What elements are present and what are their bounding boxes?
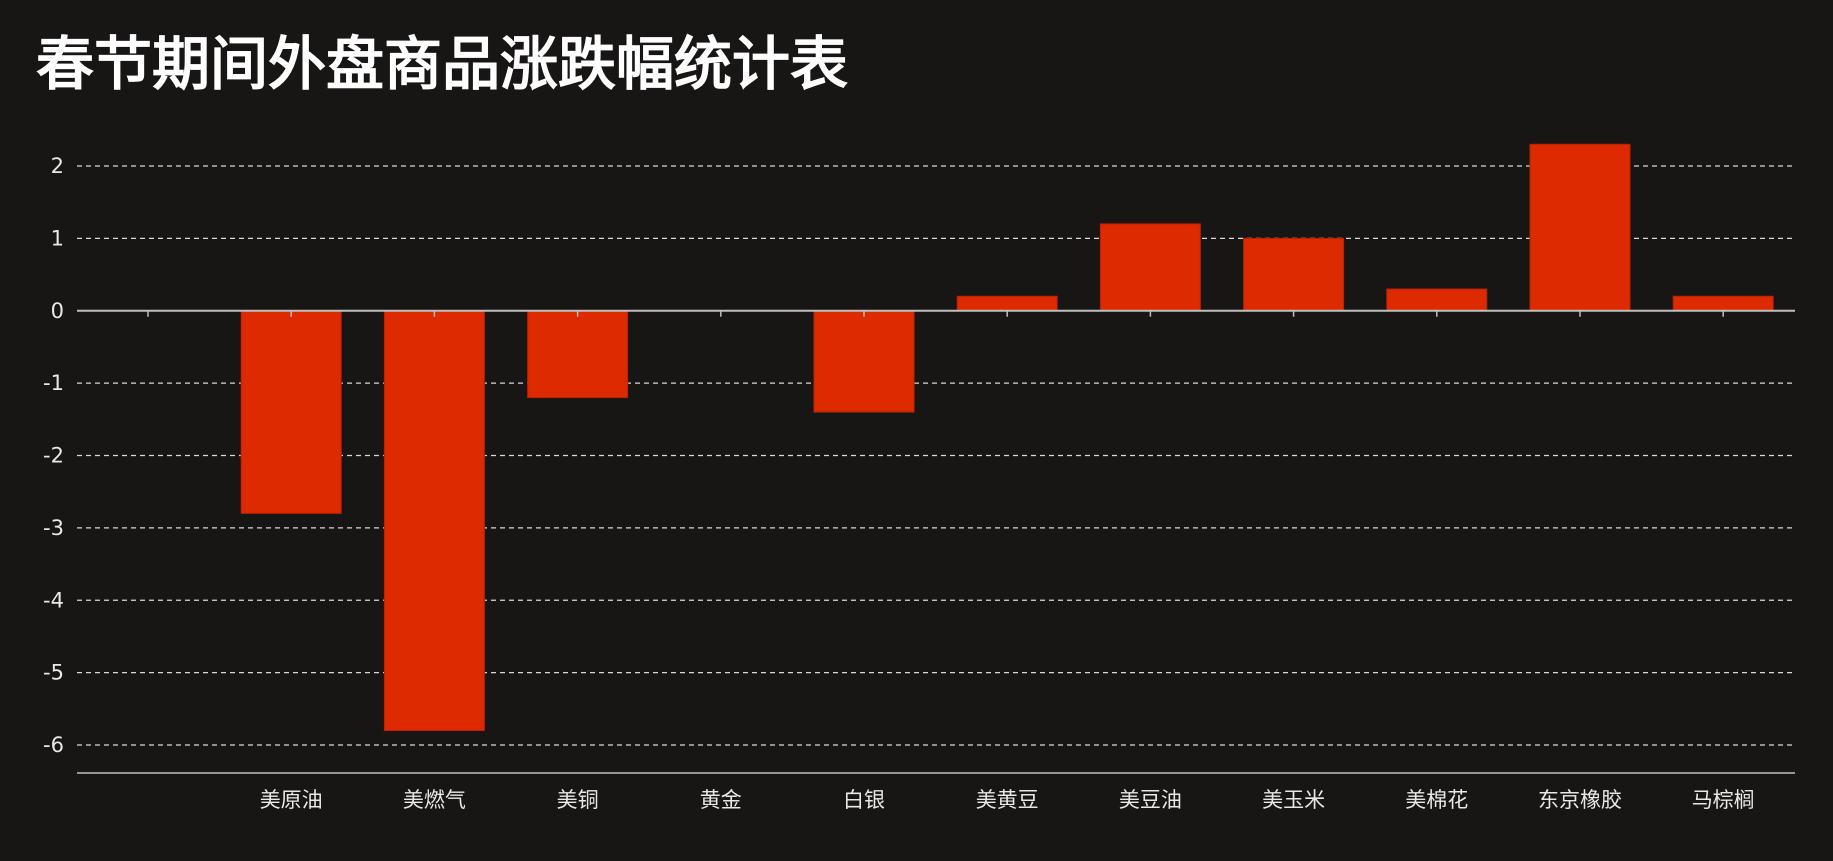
x-tick-label: 美玉米 bbox=[1262, 788, 1325, 812]
y-tick-labels: 2 1 0 -1 -2 -3 -4 -5 -6 bbox=[43, 154, 64, 757]
bar bbox=[240, 310, 342, 514]
x-tick-label: 美黄豆 bbox=[976, 788, 1039, 812]
bar bbox=[1099, 223, 1201, 312]
x-tick-label: 东京橡胶 bbox=[1538, 788, 1622, 812]
y-tick-label: -3 bbox=[43, 516, 64, 540]
grid-lines bbox=[77, 165, 1795, 746]
x-tick-label: 美铜 bbox=[557, 788, 599, 812]
x-tick-label: 美燃气 bbox=[403, 788, 466, 812]
y-tick-label: -5 bbox=[43, 661, 64, 685]
chart-title: 春节期间外盘商品涨跌幅统计表 bbox=[36, 30, 849, 98]
x-tick-label: 美原油 bbox=[260, 788, 323, 812]
bar bbox=[383, 310, 485, 732]
bars bbox=[240, 143, 1774, 732]
y-tick-label: 1 bbox=[51, 226, 64, 250]
y-tick-label: -1 bbox=[43, 371, 64, 395]
bar bbox=[1672, 295, 1774, 312]
bar bbox=[1529, 143, 1631, 312]
bar bbox=[527, 310, 629, 399]
y-tick-label: -2 bbox=[43, 444, 64, 468]
x-tick-label: 美豆油 bbox=[1119, 788, 1182, 812]
y-tick-label: -6 bbox=[43, 733, 64, 757]
bar bbox=[956, 295, 1058, 312]
axes bbox=[77, 309, 1795, 774]
x-tick-label: 马棕榈 bbox=[1692, 788, 1755, 812]
bar bbox=[1386, 288, 1488, 312]
bar bbox=[1243, 237, 1345, 312]
y-tick-label: 2 bbox=[51, 154, 64, 178]
x-tick-label: 美棉花 bbox=[1405, 788, 1468, 812]
y-tick-label: 0 bbox=[51, 299, 64, 323]
x-tick-labels: 美原油 美燃气 美铜 黄金 白银 美黄豆 美豆油 美玉米 美棉花 东京橡胶 马棕榈 bbox=[260, 788, 1755, 812]
x-tick-label: 白银 bbox=[843, 788, 885, 812]
y-tick-label: -4 bbox=[43, 588, 64, 612]
x-tick-label: 黄金 bbox=[700, 788, 742, 812]
bar bbox=[813, 310, 915, 413]
